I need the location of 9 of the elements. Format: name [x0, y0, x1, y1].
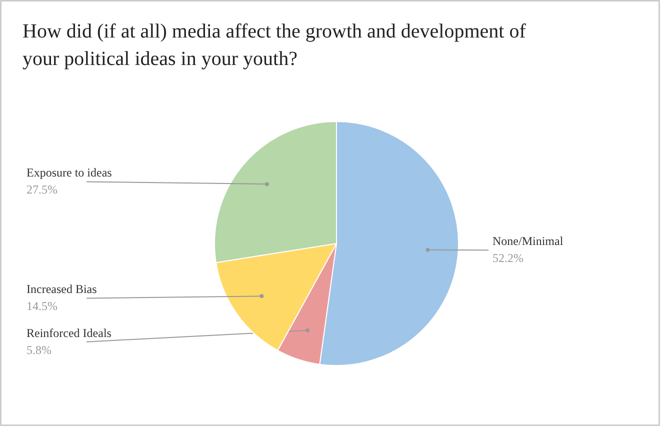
slice-label: Reinforced Ideals: [26, 326, 112, 340]
data-label: 5.8%: [26, 342, 52, 357]
slice-label: None/Minimal: [492, 234, 564, 248]
slice-label: Exposure to ideas: [26, 166, 112, 180]
data-label: 14.5%: [26, 299, 58, 314]
data-label: 27.5%: [26, 182, 58, 197]
chart-title: How did (if at all) media affect the growth and development of your political ideas in your youth?: [22, 20, 526, 70]
data-label: 52.2%: [492, 251, 524, 266]
slice-label: Increased Bias: [26, 282, 98, 296]
